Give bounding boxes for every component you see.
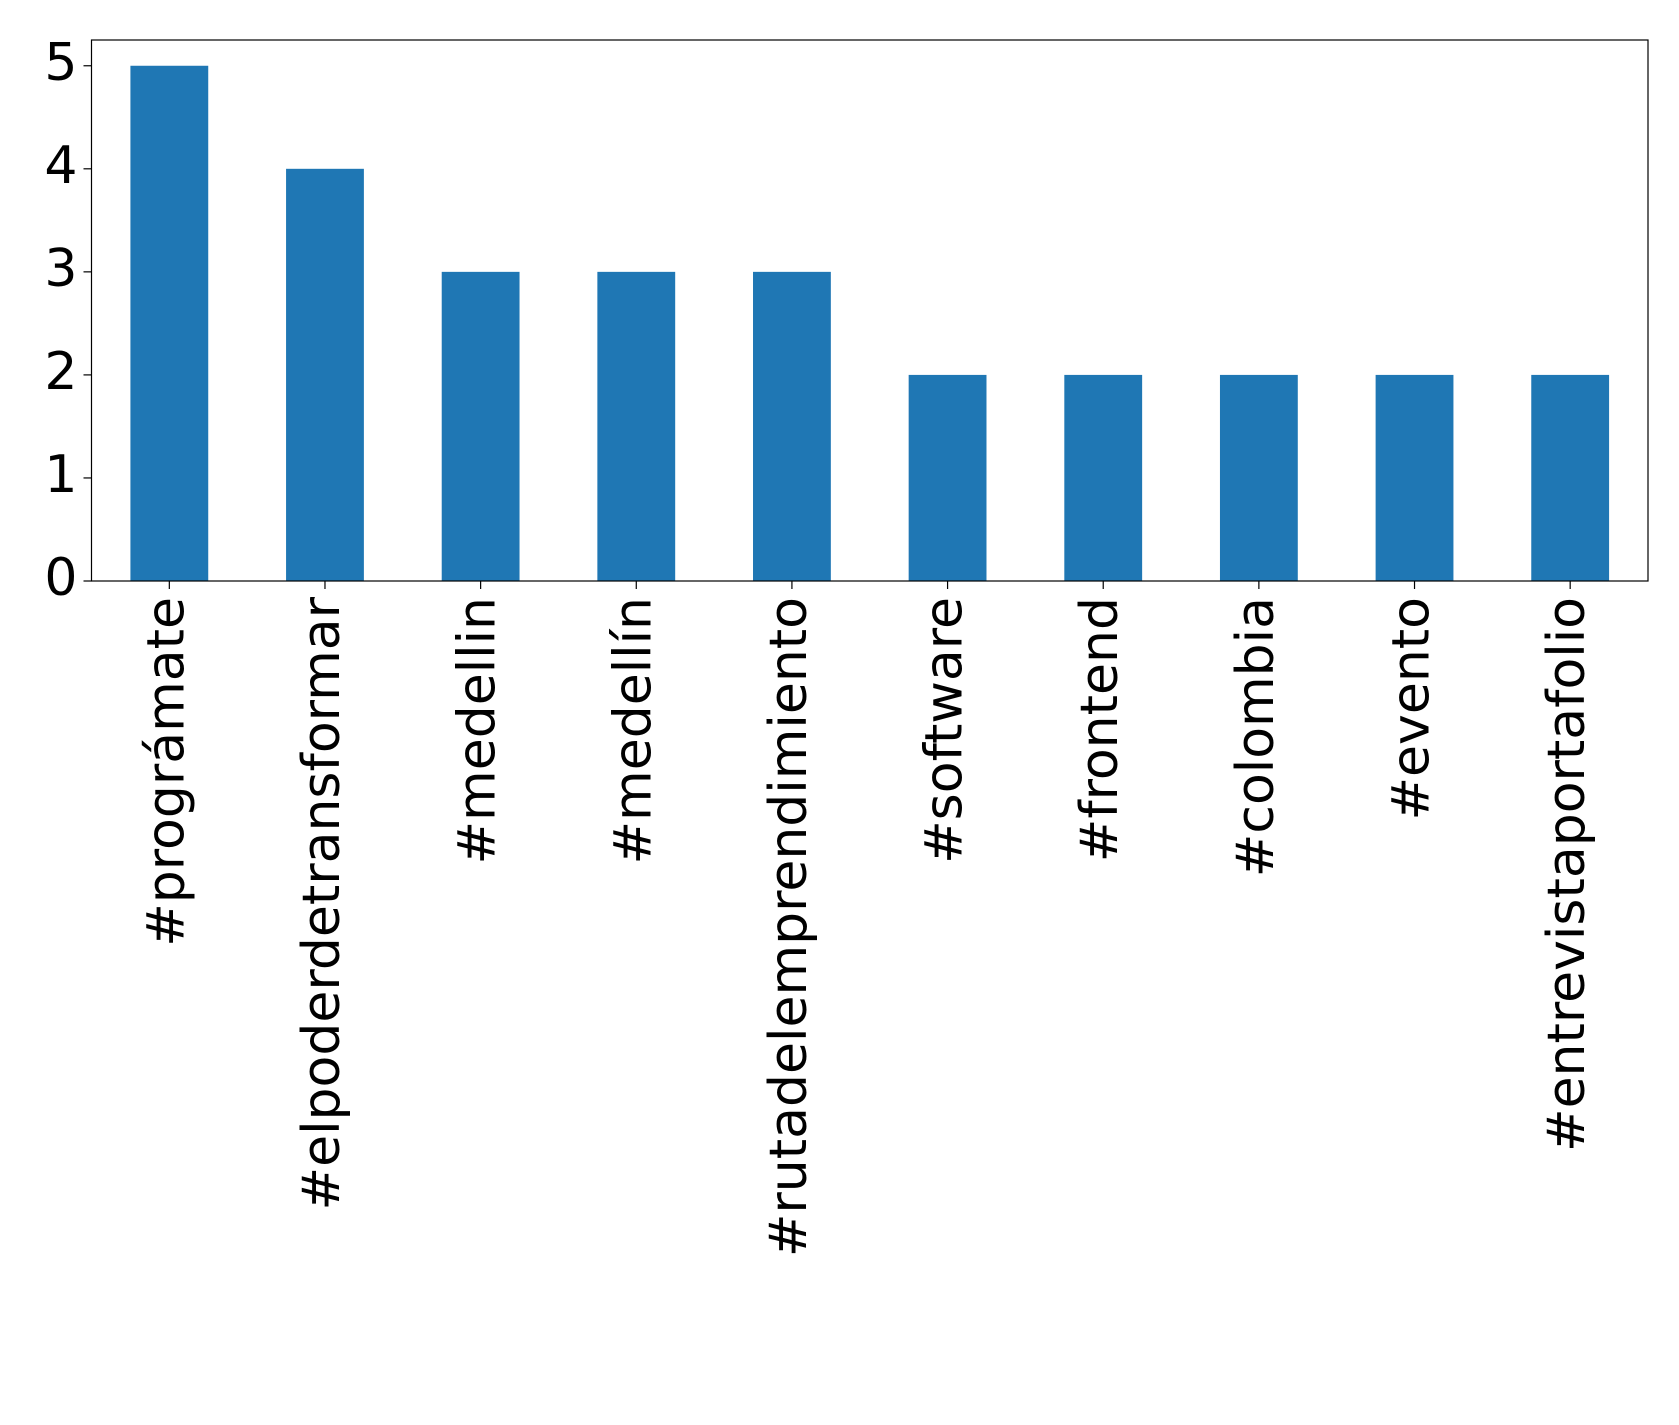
bar xyxy=(286,168,364,582)
x-tick-label: #elpoderdetransformar xyxy=(292,596,352,1210)
x-tick-label: #prográmate xyxy=(136,597,196,947)
bar xyxy=(753,271,831,581)
x-tick-label: #evento xyxy=(1382,597,1442,821)
bar xyxy=(597,271,676,581)
y-tick-label: 2 xyxy=(44,342,77,402)
y-tick-label: 3 xyxy=(44,239,77,299)
bar xyxy=(130,65,209,581)
bar xyxy=(1219,374,1298,581)
bar xyxy=(908,374,987,581)
bar xyxy=(1531,374,1610,581)
bar xyxy=(441,271,520,581)
y-tick-label: 0 xyxy=(44,548,77,608)
bar xyxy=(1375,374,1454,581)
plot-frame xyxy=(90,39,1649,582)
x-tick-label: #medellin xyxy=(448,597,508,865)
x-tick-label: #software xyxy=(915,597,975,864)
x-tick-label: #frontend xyxy=(1070,597,1130,862)
y-tick-label: 5 xyxy=(44,33,77,93)
x-tick-label: #rutadelemprendimiento xyxy=(759,597,819,1257)
bar xyxy=(1064,374,1143,581)
x-tick-label: #entrevistaportafolio xyxy=(1537,597,1597,1152)
y-tick-label: 1 xyxy=(44,445,77,505)
x-tick-label: #medellín xyxy=(603,597,663,865)
y-tick-label: 4 xyxy=(44,136,77,196)
x-tick-label: #colombia xyxy=(1226,597,1286,877)
